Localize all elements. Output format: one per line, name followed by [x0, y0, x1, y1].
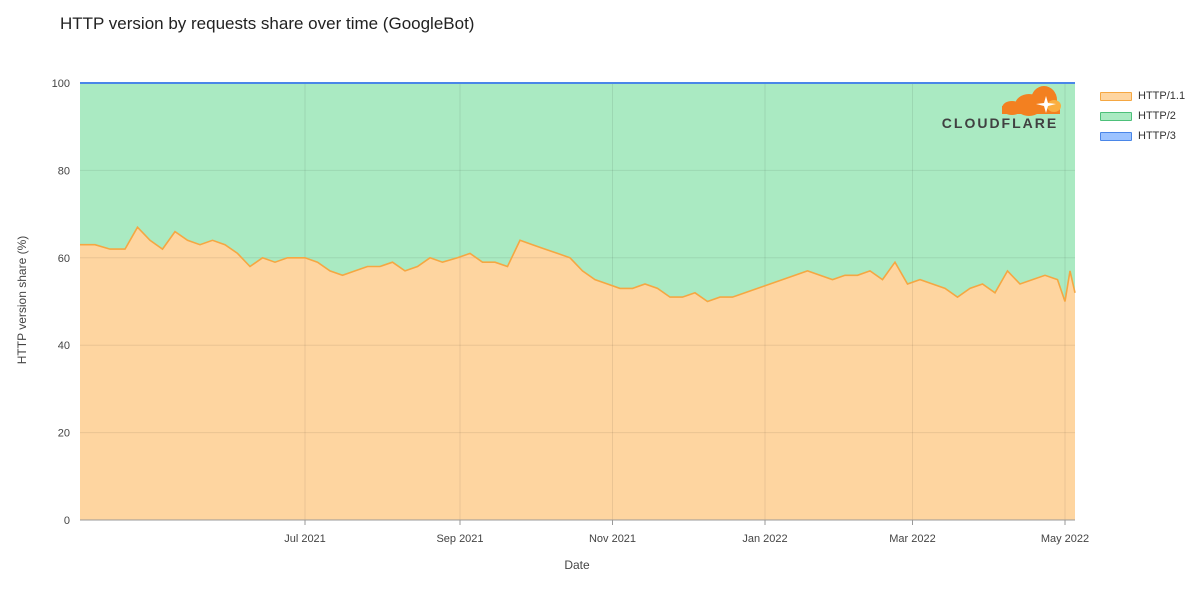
legend-item[interactable]: HTTP/3 [1100, 126, 1185, 146]
legend-label: HTTP/2 [1138, 110, 1176, 122]
y-axis-label: HTTP version share (%) [15, 236, 29, 364]
chart-title: HTTP version by requests share over time… [60, 14, 475, 33]
x-tick-label: Sep 2021 [436, 533, 483, 545]
x-tick-label: May 2022 [1041, 533, 1089, 545]
legend-swatch [1100, 111, 1132, 121]
http1-area [80, 227, 1075, 520]
http1-line [80, 225, 1076, 303]
cloudflare-logo: CLOUDFLARE [942, 86, 1061, 131]
x-tick-label: Mar 2022 [889, 533, 935, 545]
legend-item[interactable]: HTTP/1.1 [1100, 86, 1185, 106]
x-tick-label: Nov 2021 [589, 533, 636, 545]
legend-item[interactable]: HTTP/2 [1100, 106, 1185, 126]
legend-label: HTTP/1.1 [1138, 90, 1186, 102]
logo-text: CLOUDFLARE [942, 115, 1058, 131]
y-tick-label: 0 [64, 515, 70, 527]
legend-swatch [1100, 131, 1132, 141]
legend-label: HTTP/3 [1138, 130, 1176, 142]
axes: 0 20 40 60 80 100 Jul 2021 Sep 2021 Nov 2021 Jan … [52, 78, 1090, 545]
legend: HTTP/1.1 HTTP/2 HTTP/3 [1100, 86, 1185, 146]
cloud-icon [1002, 86, 1061, 116]
area-layers [80, 82, 1076, 521]
y-tick-label: 60 [58, 253, 70, 265]
y-tick-label: 40 [58, 340, 70, 352]
y-tick-label: 100 [52, 78, 70, 90]
x-tick-label: Jan 2022 [742, 533, 787, 545]
y-tick-label: 20 [58, 428, 70, 440]
x-tick-label: Jul 2021 [284, 533, 326, 545]
legend-swatch [1100, 91, 1132, 101]
x-axis-label: Date [564, 558, 590, 572]
y-tick-label: 80 [58, 165, 70, 177]
